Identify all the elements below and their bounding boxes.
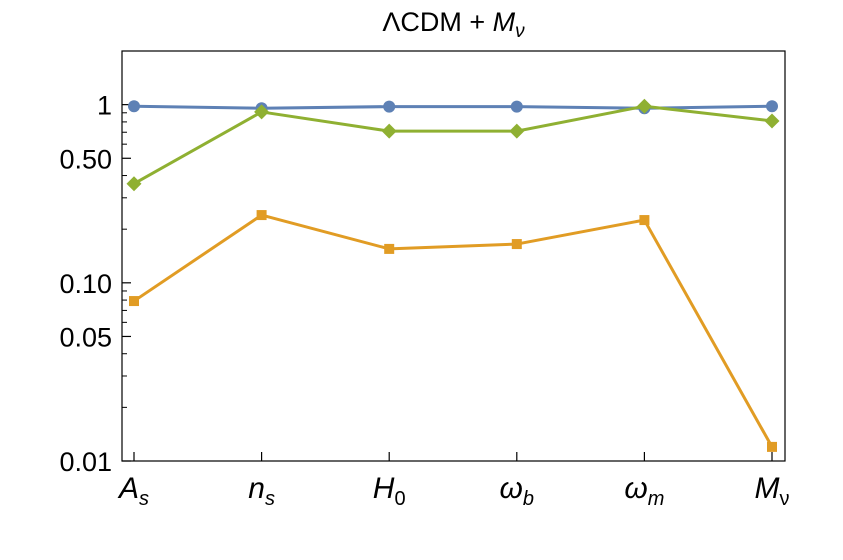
data-point: [766, 100, 778, 113]
data-point: [509, 123, 525, 139]
x-tick-label: Mν: [755, 472, 790, 510]
x-tick-label: H0: [373, 472, 406, 510]
plot-frame: [121, 50, 786, 462]
data-point: [636, 98, 652, 114]
x-axis: As ns H0 ωb ωm Mν: [117, 452, 790, 510]
data-point: [128, 100, 140, 113]
data-point: [767, 441, 777, 452]
y-tick-label: 0.50: [59, 144, 112, 174]
series-line-green: [133, 104, 773, 186]
data-point: [254, 104, 270, 120]
series-line-blue: [133, 104, 773, 110]
x-tick-label: ωm: [624, 472, 664, 510]
x-tick-label: ωb: [500, 472, 535, 510]
y-tick-label: 1: [97, 91, 112, 121]
y-tick-label: 0.05: [59, 322, 112, 352]
data-point: [384, 243, 395, 254]
x-tick-label: As: [117, 472, 149, 510]
data-point: [511, 239, 522, 250]
data-point: [383, 100, 396, 113]
y-tick-label: 0.10: [59, 269, 112, 299]
data-point: [381, 123, 397, 139]
series-layer: [126, 98, 780, 452]
chart-title: ΛCDM + Mν: [382, 7, 525, 42]
y-axis: 1 0.50 0.10 0.05 0.01: [59, 50, 131, 477]
data-point: [510, 100, 523, 113]
y-tick-label: 0.01: [59, 447, 112, 477]
data-point: [126, 176, 142, 192]
data-point: [129, 296, 139, 307]
series-green: [126, 98, 780, 192]
series-orange: [129, 210, 777, 452]
x-tick-label: ns: [248, 472, 275, 510]
series-blue: [128, 100, 778, 115]
data-point: [639, 215, 650, 226]
data-point: [764, 113, 780, 129]
series-line-orange: [133, 213, 774, 448]
data-point: [256, 210, 267, 221]
